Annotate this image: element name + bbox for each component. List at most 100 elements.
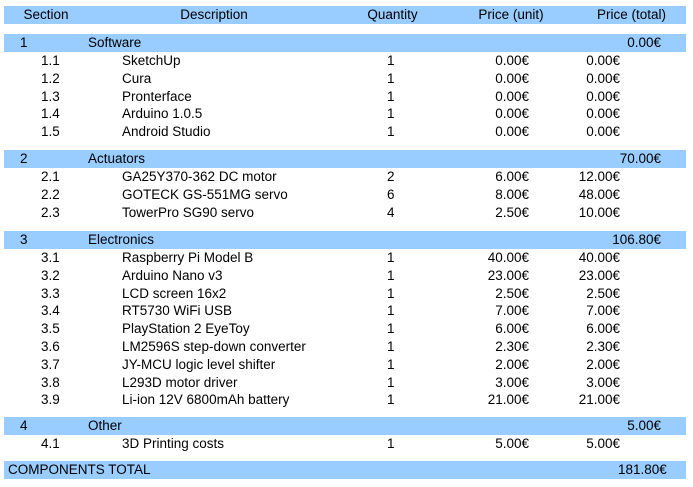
section-total: 70.00€	[619, 151, 661, 166]
components-total-label: COMPONENTS TOTAL	[8, 462, 151, 477]
item-row: 1.1 SketchUp 1 0.00€ 0.00€	[4, 52, 686, 70]
item-number: 3.2	[41, 268, 60, 283]
item-number: 3.6	[41, 339, 60, 354]
item-price-unit: 6.00€	[495, 169, 529, 184]
item-row: 3.4 RT5730 WiFi USB 1 7.00€ 7.00€	[4, 302, 686, 320]
item-quantity: 1	[387, 392, 395, 407]
item-row: 3.8 L293D motor driver 1 3.00€ 3.00€	[4, 374, 686, 392]
item-price-total: 12.00€	[578, 169, 620, 184]
item-number: 1.5	[41, 124, 60, 139]
item-price-total: 2.50€	[586, 286, 620, 301]
item-quantity: 1	[387, 357, 395, 372]
item-price-unit: 0.00€	[495, 106, 529, 121]
item-quantity: 1	[387, 71, 395, 86]
section-number: 4	[20, 418, 28, 433]
item-row: 1.2 Cura 1 0.00€ 0.00€	[4, 70, 686, 88]
section-total: 106.80€	[612, 232, 661, 247]
item-row: 2.2 GOTECK GS-551MG servo 6 8.00€ 48.00€	[4, 186, 686, 204]
item-price-total: 7.00€	[586, 303, 620, 318]
section-name: Other	[88, 418, 122, 433]
item-price-total: 5.00€	[586, 436, 620, 451]
components-total-value: 181.80€	[618, 462, 667, 477]
item-quantity: 1	[387, 321, 395, 336]
item-quantity: 1	[387, 436, 395, 451]
item-price-total: 48.00€	[578, 187, 620, 202]
item-row: 3.7 JY-MCU logic level shifter 1 2.00€ 2.00€	[4, 356, 686, 374]
item-price-unit: 21.00€	[487, 392, 529, 407]
item-price-total: 0.00€	[586, 89, 620, 104]
header-price-unit: Price (unit)	[478, 7, 544, 22]
item-row: 2.1 GA25Y370-362 DC motor 2 6.00€ 12.00€	[4, 168, 686, 186]
item-description: TowerPro SG90 servo	[122, 205, 255, 220]
components-total-row: COMPONENTS TOTAL 181.80€	[4, 461, 686, 479]
section-row: 3 Electronics 106.80€	[4, 231, 686, 249]
section-name: Actuators	[88, 151, 146, 166]
section-name: Software	[88, 35, 142, 50]
section-number: 3	[20, 232, 28, 247]
header-quantity: Quantity	[367, 7, 418, 22]
section-row: 4 Other 5.00€	[4, 417, 686, 435]
item-quantity: 1	[387, 268, 395, 283]
item-quantity: 1	[387, 89, 395, 104]
item-quantity: 1	[387, 124, 395, 139]
item-price-unit: 5.00€	[495, 436, 529, 451]
item-description: 3D Printing costs	[122, 436, 225, 451]
item-description: Pronterface	[122, 89, 192, 104]
item-description: JY-MCU logic level shifter	[122, 357, 276, 372]
item-quantity: 1	[387, 106, 395, 121]
item-description: Android Studio	[122, 124, 211, 139]
item-description: Raspberry Pi Model B	[122, 250, 254, 265]
item-description: PlayStation 2 EyeToy	[122, 321, 250, 336]
item-number: 3.9	[41, 392, 60, 407]
item-number: 3.1	[41, 250, 60, 265]
item-row: 3.3 LCD screen 16x2 1 2.50€ 2.50€	[4, 285, 686, 303]
item-price-total: 3.00€	[586, 375, 620, 390]
item-price-unit: 2.00€	[495, 357, 529, 372]
item-description: SketchUp	[122, 53, 181, 68]
item-number: 3.7	[41, 357, 60, 372]
item-number: 2.2	[41, 187, 60, 202]
item-row: 1.4 Arduino 1.0.5 1 0.00€ 0.00€	[4, 105, 686, 123]
item-quantity: 4	[387, 205, 395, 220]
item-row: 3.2 Arduino Nano v3 1 23.00€ 23.00€	[4, 267, 686, 285]
item-row: 2.3 TowerPro SG90 servo 4 2.50€ 10.00€	[4, 204, 686, 222]
item-price-unit: 3.00€	[495, 375, 529, 390]
item-description: Cura	[122, 71, 152, 86]
section-row: 1 Software 0.00€	[4, 34, 686, 52]
item-number: 3.8	[41, 375, 60, 390]
section-total: 0.00€	[627, 35, 661, 50]
item-price-unit: 2.30€	[495, 339, 529, 354]
item-quantity: 1	[387, 250, 395, 265]
section-number: 2	[20, 151, 28, 166]
item-number: 3.5	[41, 321, 60, 336]
item-price-unit: 2.50€	[495, 205, 529, 220]
item-quantity: 1	[387, 339, 395, 354]
item-number: 1.2	[41, 71, 60, 86]
table-header: Section Description Quantity Price (unit…	[4, 6, 686, 24]
item-row: 4.1 3D Printing costs 1 5.00€ 5.00€	[4, 435, 686, 453]
item-price-unit: 8.00€	[495, 187, 529, 202]
item-price-total: 23.00€	[578, 268, 620, 283]
item-price-total: 0.00€	[586, 71, 620, 86]
item-quantity: 1	[387, 286, 395, 301]
item-row: 1.5 Android Studio 1 0.00€ 0.00€	[4, 123, 686, 141]
item-number: 3.3	[41, 286, 60, 301]
item-price-total: 6.00€	[586, 321, 620, 336]
item-price-total: 2.00€	[586, 357, 620, 372]
item-price-total: 0.00€	[586, 106, 620, 121]
item-price-total: 10.00€	[578, 205, 620, 220]
item-number: 2.3	[41, 205, 60, 220]
header-description: Description	[180, 7, 248, 22]
section-row: 2 Actuators 70.00€	[4, 150, 686, 168]
item-number: 3.4	[41, 303, 60, 318]
item-description: Arduino 1.0.5	[122, 106, 203, 121]
item-quantity: 1	[387, 303, 395, 318]
item-quantity: 1	[387, 375, 395, 390]
item-price-total: 0.00€	[586, 53, 620, 68]
item-quantity: 6	[387, 187, 395, 202]
item-row: 3.1 Raspberry Pi Model B 1 40.00€ 40.00€	[4, 249, 686, 267]
item-price-unit: 7.00€	[495, 303, 529, 318]
item-number: 1.1	[41, 53, 60, 68]
item-quantity: 2	[387, 169, 395, 184]
item-description: L293D motor driver	[122, 375, 238, 390]
